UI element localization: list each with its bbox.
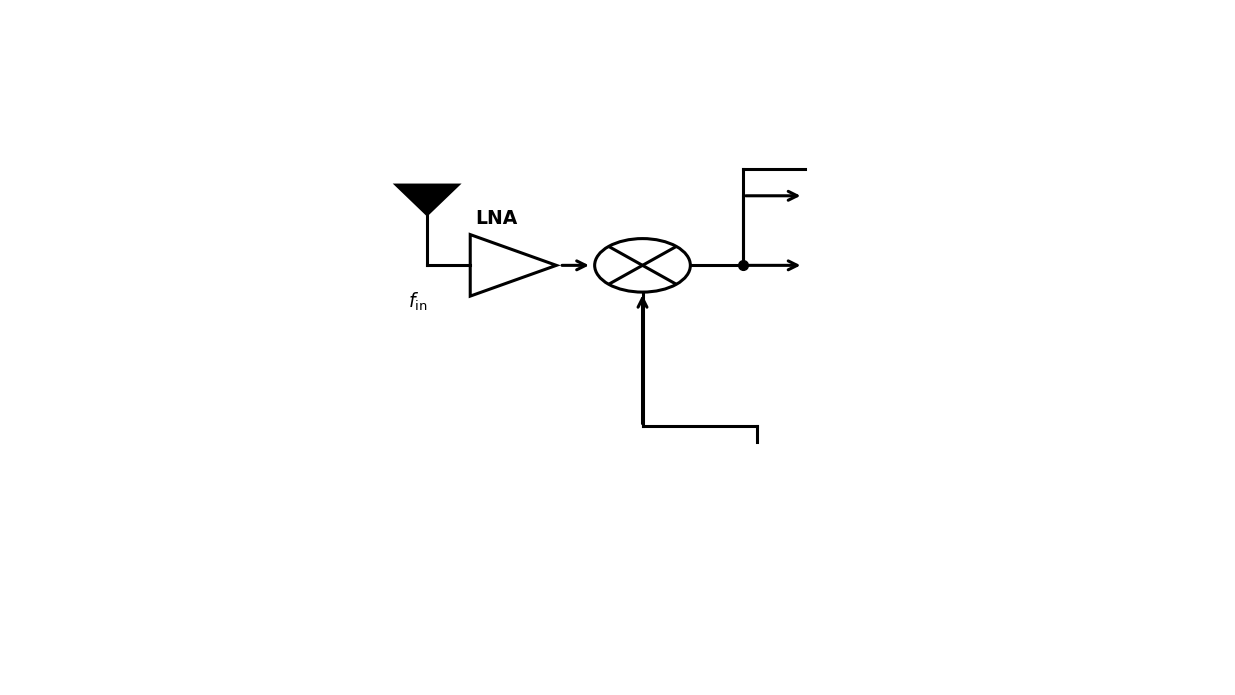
Text: $f_{\rm in}$: $f_{\rm in}$	[408, 291, 427, 313]
Polygon shape	[396, 185, 458, 215]
Text: LNA: LNA	[475, 209, 517, 228]
